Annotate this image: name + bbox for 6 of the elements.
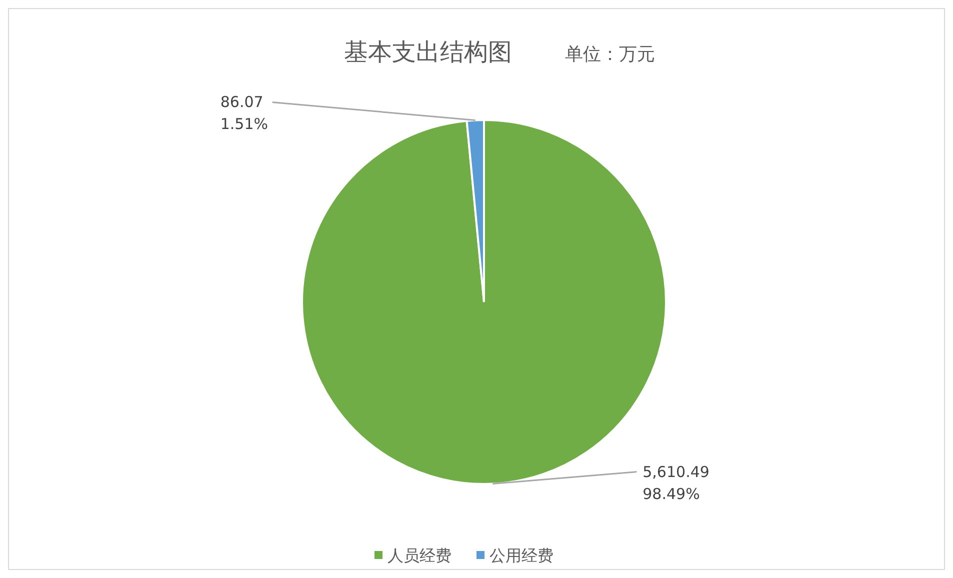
chart-title: 基本支出结构图 [344,38,512,66]
chart-subtitle: 单位：万元 [565,44,655,65]
legend-label: 人员经费 [388,546,452,565]
legend-label: 公用经费 [490,546,554,565]
data-label: 86.07 1.51% [220,93,268,134]
data-label: 5,610.49 98.49% [642,462,710,503]
